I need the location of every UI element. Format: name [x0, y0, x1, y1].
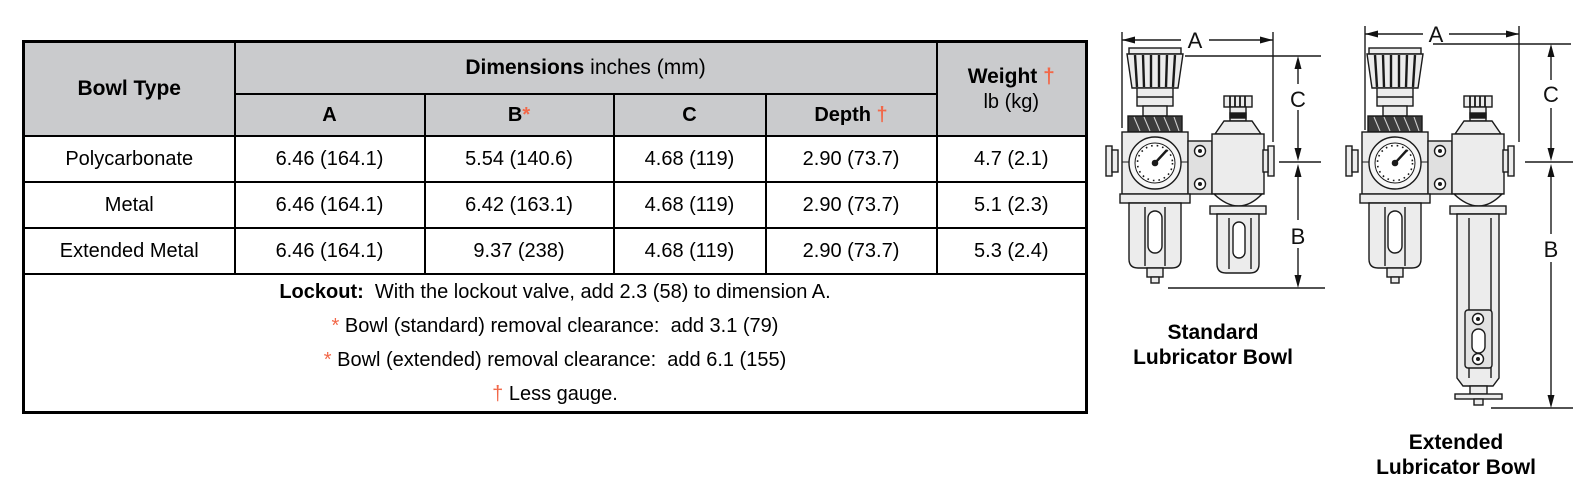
asterisk-marker: *: [323, 349, 332, 371]
dim-label-c: C: [1543, 82, 1559, 107]
col-header-bowl-type: Bowl Type: [22, 40, 236, 137]
cell-bowl-type: Metal: [22, 181, 236, 229]
col-header-weight: Weight † lb (kg): [935, 40, 1088, 137]
cell-dim-b: 6.42 (163.1): [423, 181, 615, 229]
note-less-gauge: † Less gauge.: [29, 377, 1081, 411]
dagger-marker: †: [492, 383, 504, 405]
dimensions-table: Bowl Type Dimensions inches (mm) Weight …: [22, 40, 1089, 414]
note-lockout-label: Lockout:: [279, 281, 364, 303]
note-lockout: Lockout: With the lockout valve, add 2.3…: [29, 275, 1081, 309]
dimension-b-arrow: [1491, 164, 1573, 409]
dimension-c-arrow: [1433, 43, 1573, 163]
note-lockout-text: With the lockout valve, add 2.3 (58) to …: [363, 281, 831, 303]
standard-diagram-caption: Standard Lubricator Bowl: [1093, 320, 1333, 370]
table-row-polycarbonate: Polycarbonate 6.46 (164.1) 5.54 (140.6) …: [22, 135, 1088, 183]
bowl-type-label: Bowl Type: [77, 77, 181, 101]
weight-dagger-marker: †: [1043, 65, 1055, 89]
dim-label-a: A: [1188, 28, 1203, 53]
cell-depth: 2.90 (73.7): [764, 135, 938, 183]
col-c-label: C: [682, 104, 697, 126]
dimension-a-arrow: [1364, 26, 1520, 142]
note-less-gauge-text: Less gauge.: [503, 383, 618, 405]
dim-label-b: B: [1291, 224, 1306, 249]
col-header-a: A: [233, 93, 426, 137]
cell-dim-b: 5.54 (140.6): [423, 135, 615, 183]
table-notes-row: Lockout: With the lockout valve, add 2.3…: [22, 273, 1088, 414]
dim-label-a: A: [1429, 22, 1444, 47]
cell-bowl-type: Polycarbonate: [22, 135, 236, 183]
drain-wing-icon: [1454, 393, 1503, 400]
extended-lubricator-diagram: A C B: [1344, 22, 1573, 409]
dimensions-label: Dimensions: [465, 56, 585, 80]
weight-label: Weight: [967, 65, 1044, 89]
note-bowl-extended-text: Bowl (extended) removal clearance: add 6…: [331, 349, 787, 371]
cell-dim-a: 6.46 (164.1): [233, 227, 426, 275]
cell-bowl-type: Extended Metal: [22, 227, 236, 275]
cell-weight: 5.1 (2.3): [935, 181, 1088, 229]
col-depth-dagger-marker: †: [876, 104, 888, 126]
weight-units-label: lb (kg): [983, 90, 1040, 113]
dim-label-b: B: [1544, 237, 1559, 262]
col-header-c: C: [612, 93, 767, 137]
cell-weight: 4.7 (2.1): [935, 135, 1088, 183]
caption-line-2: Lubricator Bowl: [1133, 346, 1293, 369]
header-row-groups: Bowl Type Dimensions inches (mm) Weight …: [22, 40, 1088, 137]
cell-dim-a: 6.46 (164.1): [233, 181, 426, 229]
dimension-a-arrow: [1121, 32, 1274, 142]
note-bowl-standard-text: Bowl (standard) removal clearance: add 3…: [339, 315, 779, 337]
footnotes-block: Lockout: With the lockout valve, add 2.3…: [22, 273, 1088, 414]
cell-depth: 2.90 (73.7): [764, 181, 938, 229]
cell-depth: 2.90 (73.7): [764, 227, 938, 275]
cell-dim-b: 9.37 (238): [423, 227, 615, 275]
standard-lubricator-diagram: A C B: [1104, 28, 1325, 289]
cell-dim-c: 4.68 (119): [612, 135, 767, 183]
col-header-depth: Depth †: [764, 93, 938, 137]
cell-dim-c: 4.68 (119): [612, 181, 767, 229]
cell-dim-c: 4.68 (119): [612, 227, 767, 275]
col-a-label: A: [322, 104, 337, 126]
cell-weight: 5.3 (2.4): [935, 227, 1088, 275]
extended-lubricator-bowl-icon: [1449, 205, 1507, 406]
caption-line-1: Standard: [1167, 321, 1259, 344]
asterisk-marker: *: [331, 315, 340, 337]
note-bowl-extended: * Bowl (extended) removal clearance: add…: [29, 343, 1081, 377]
cell-dim-a: 6.46 (164.1): [233, 135, 426, 183]
dimensions-units-label: inches (mm): [584, 56, 706, 80]
dim-label-c: C: [1290, 87, 1306, 112]
col-depth-label: Depth: [814, 104, 877, 126]
dimension-c-arrow: [1185, 55, 1321, 163]
table-row-extended-metal: Extended Metal 6.46 (164.1) 9.37 (238) 4…: [22, 227, 1088, 275]
extended-diagram-caption: Extended Lubricator Bowl: [1330, 430, 1582, 480]
col-b-asterisk-marker: *: [522, 104, 531, 126]
table-row-metal: Metal 6.46 (164.1) 6.42 (163.1) 4.68 (11…: [22, 181, 1088, 229]
header-row-subcolumns: A B* C Depth †: [24, 93, 1087, 137]
dimension-b-arrow: [1168, 164, 1325, 289]
caption-line-1: Extended: [1408, 431, 1504, 454]
col-header-b: B*: [423, 93, 615, 137]
col-b-label: B: [507, 104, 523, 126]
caption-line-2: Lubricator Bowl: [1376, 456, 1536, 479]
col-header-dimensions: Dimensions inches (mm): [233, 40, 938, 95]
note-bowl-standard: * Bowl (standard) removal clearance: add…: [29, 309, 1081, 343]
standard-lubricator-bowl-icon: [1209, 205, 1267, 274]
